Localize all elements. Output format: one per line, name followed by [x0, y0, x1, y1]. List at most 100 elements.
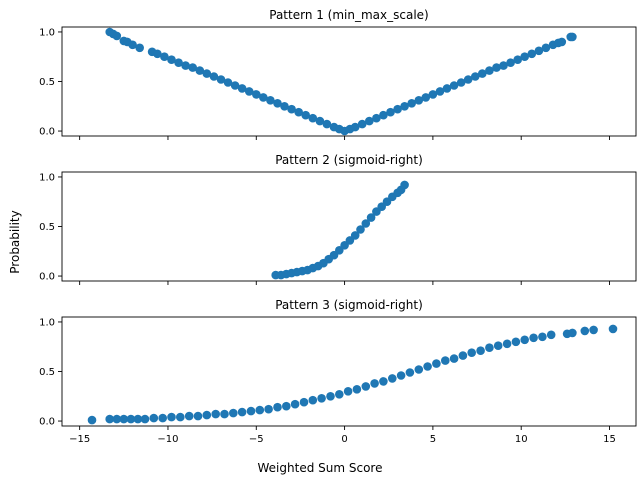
data-point: [211, 409, 220, 419]
data-point: [273, 402, 282, 412]
data-point: [541, 43, 551, 53]
data-point: [140, 414, 150, 424]
data-point: [87, 415, 97, 425]
data-point: [174, 58, 183, 67]
data-point: [400, 102, 409, 111]
data-point: [361, 219, 371, 228]
x-tick-label: 5: [430, 434, 436, 445]
data-point: [301, 110, 311, 120]
data-point: [485, 66, 494, 75]
data-point: [365, 116, 374, 126]
y-tick-label: 0.0: [39, 272, 55, 283]
data-point: [357, 119, 367, 129]
data-point: [441, 356, 450, 365]
data-point: [366, 213, 376, 222]
data-point: [126, 414, 136, 424]
data-point: [449, 81, 459, 90]
data-point: [396, 371, 406, 380]
data-point: [128, 40, 137, 50]
data-point: [463, 75, 473, 84]
data-point: [202, 69, 212, 78]
data-point: [223, 78, 233, 87]
data-point: [356, 225, 365, 234]
chart-panel-1: Pattern 1 (min_max_scale) 0.0 0.5 1.0: [39, 8, 637, 140]
data-point: [580, 326, 590, 336]
data-point: [493, 341, 503, 351]
data-point: [188, 63, 197, 72]
data-point: [287, 104, 296, 114]
data-point: [478, 69, 487, 78]
data-point: [442, 84, 452, 93]
data-point: [105, 414, 114, 424]
data-point: [407, 99, 417, 108]
data-point: [335, 390, 344, 399]
data-point: [520, 335, 529, 345]
y-tick-label: 0.0: [39, 417, 55, 428]
data-point: [326, 392, 335, 401]
data-point: [209, 72, 219, 81]
data-point: [112, 414, 122, 424]
data-point: [251, 90, 261, 99]
data-point: [184, 411, 194, 421]
data-point: [216, 75, 226, 84]
data-point: [456, 78, 466, 87]
chart-title: Pattern 1 (min_max_scale): [269, 8, 429, 22]
data-point: [546, 330, 556, 340]
x-tick-label: −5: [249, 434, 264, 445]
data-point: [589, 325, 598, 335]
data-point: [513, 55, 522, 64]
data-point: [379, 110, 388, 120]
data-point: [386, 107, 395, 117]
x-axis-label: Weighted Sum Score: [258, 461, 383, 475]
data-point: [193, 411, 203, 421]
data-point: [317, 394, 326, 403]
data-point: [499, 61, 508, 70]
data-point: [379, 377, 388, 386]
y-tick-label: 1.0: [39, 27, 55, 38]
data-point: [520, 52, 529, 61]
data-point: [167, 55, 176, 64]
data-point: [202, 410, 212, 420]
data-point: [428, 90, 438, 99]
data-point: [264, 404, 273, 414]
data-point: [153, 49, 162, 59]
y-tick-label: 0.5: [39, 77, 55, 88]
data-point: [158, 413, 167, 423]
data-point: [432, 359, 441, 368]
data-point: [290, 399, 300, 409]
data-point: [608, 324, 618, 334]
data-point: [421, 93, 431, 102]
chart-panel-3: Pattern 3 (sigmoid-right) 0.0 0.5 1.0 −15 −10…: [39, 298, 637, 445]
data-point: [167, 412, 176, 422]
data-point: [467, 348, 477, 358]
plot-frame: [61, 171, 637, 282]
data-point: [280, 102, 289, 111]
x-tick-label: −15: [69, 434, 90, 445]
y-tick-label: 0.0: [39, 127, 55, 138]
data-point: [372, 113, 381, 123]
data-point: [181, 61, 190, 70]
chart-title: Pattern 3 (sigmoid-right): [275, 298, 423, 312]
data-point: [435, 87, 445, 96]
x-tick-label: 10: [515, 434, 528, 445]
data-point: [400, 180, 409, 190]
data-point: [534, 46, 544, 56]
data-point: [220, 409, 229, 419]
data-point: [350, 231, 360, 240]
data-point: [315, 116, 325, 126]
data-point: [476, 346, 485, 356]
chart-panel-2: Pattern 2 (sigmoid-right) 0.0 0.5 1.0: [39, 153, 637, 285]
data-point: [506, 58, 515, 67]
data-point: [229, 408, 238, 418]
data-point: [449, 354, 459, 363]
data-point: [502, 339, 512, 349]
data-point: [266, 96, 275, 105]
data-point: [133, 414, 143, 424]
data-point: [237, 84, 247, 93]
y-tick-label: 0.5: [39, 367, 55, 378]
data-point: [485, 343, 494, 353]
data-point: [393, 104, 402, 114]
data-point: [414, 96, 424, 105]
data-point: [195, 66, 205, 75]
data-point: [160, 52, 169, 61]
